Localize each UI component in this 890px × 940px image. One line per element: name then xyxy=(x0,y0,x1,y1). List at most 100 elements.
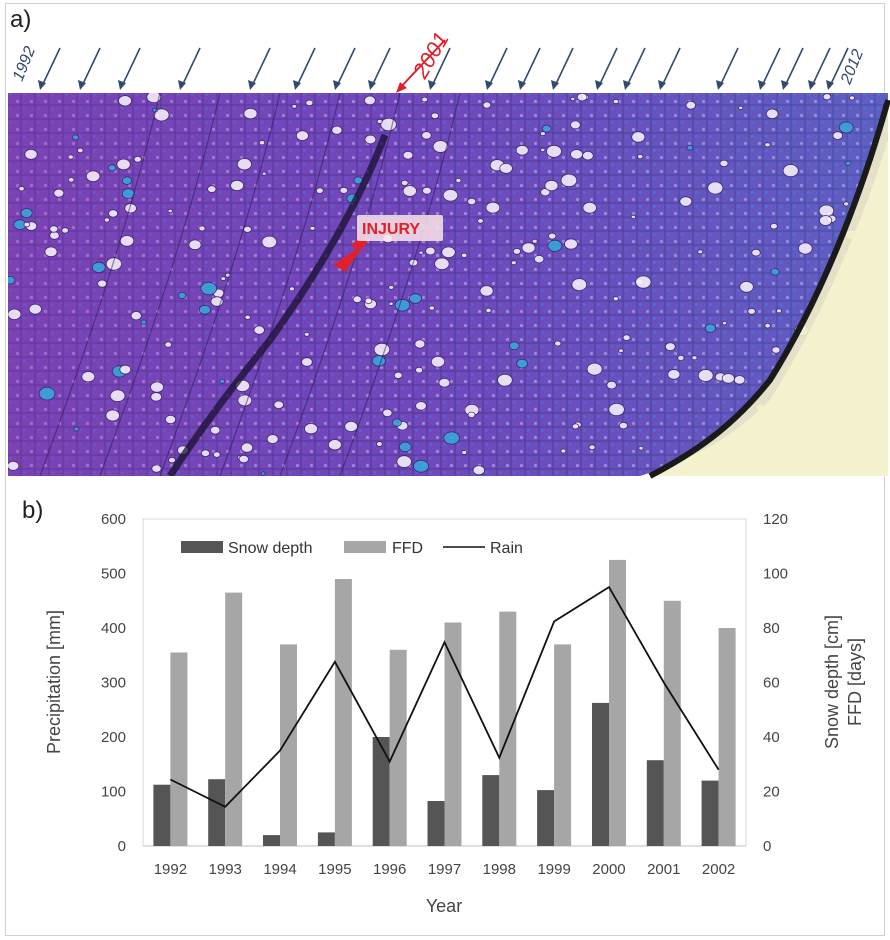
vessel xyxy=(608,402,625,417)
vessel xyxy=(849,95,856,101)
bar-ffd xyxy=(499,611,517,846)
vessel xyxy=(38,386,56,401)
vessel xyxy=(738,105,744,110)
left-axis-title: Precipitation [mm] xyxy=(44,610,64,754)
vessel xyxy=(497,373,513,387)
vessel xyxy=(588,444,596,451)
vessel xyxy=(73,426,80,432)
left-axis-ticks: 0 100 200 300 400 500 600 xyxy=(101,511,126,855)
vessel xyxy=(719,159,729,168)
vessel xyxy=(697,369,714,382)
left-tick-label: 500 xyxy=(101,566,126,583)
ring-boundary xyxy=(339,93,461,476)
year-arrow-icon xyxy=(368,47,391,90)
vessel xyxy=(560,173,578,188)
bar-ffd xyxy=(444,622,462,846)
right-tick-label: 20 xyxy=(763,784,780,801)
vessel xyxy=(394,298,411,312)
vessel xyxy=(116,158,131,171)
bar-snow-depth xyxy=(317,832,335,846)
x-tick-label: 2001 xyxy=(647,861,680,878)
vessel xyxy=(667,369,681,380)
bar-snow-depth xyxy=(592,702,609,846)
x-tick-label: 1998 xyxy=(483,861,516,878)
vessel xyxy=(677,354,685,361)
right-tick-label: 60 xyxy=(763,675,780,692)
vessel xyxy=(533,254,545,264)
year-arrow-icon xyxy=(248,47,271,90)
x-tick-label: 1994 xyxy=(263,861,296,878)
vessel xyxy=(288,286,295,292)
vessel xyxy=(586,362,603,376)
vessel xyxy=(764,323,771,329)
vessel xyxy=(531,238,538,244)
right-tick-label: 120 xyxy=(763,511,788,528)
vessel xyxy=(516,358,528,369)
year-arrow-icon xyxy=(826,47,849,90)
right-tick-label: 80 xyxy=(763,620,780,637)
right-tick-label: 40 xyxy=(763,729,780,746)
vessel xyxy=(24,148,38,160)
vessel xyxy=(631,131,646,143)
vessel xyxy=(327,439,342,451)
vessel xyxy=(461,450,468,455)
vessel xyxy=(168,457,176,464)
vessel xyxy=(8,308,22,321)
vessel xyxy=(103,217,110,223)
legend-label-ffd: FFD xyxy=(392,540,423,557)
vessel xyxy=(261,171,267,176)
vessel xyxy=(77,147,84,154)
vessel xyxy=(266,434,279,445)
right-tick-label: 100 xyxy=(763,566,788,583)
vessel xyxy=(376,118,383,124)
vessel xyxy=(541,124,552,133)
year-arrow-icon xyxy=(623,47,646,90)
vessel xyxy=(582,150,594,161)
vessel xyxy=(546,144,562,158)
vessel xyxy=(770,222,778,230)
vessel xyxy=(121,176,133,185)
vessel xyxy=(408,293,422,304)
vessel xyxy=(540,147,546,152)
vessel xyxy=(512,247,522,255)
right-axis-title-line2: FFD [days] xyxy=(845,638,865,726)
x-tick-label: 1992 xyxy=(154,861,187,878)
vessel xyxy=(400,179,409,186)
vessel xyxy=(818,215,833,226)
vessel xyxy=(547,239,563,252)
vessel xyxy=(751,248,761,257)
vessel xyxy=(177,291,187,299)
left-tick-label: 600 xyxy=(101,511,126,528)
vessel xyxy=(188,239,202,251)
vessel xyxy=(771,346,781,354)
vessel xyxy=(467,411,476,419)
vessel xyxy=(832,131,843,140)
vessel xyxy=(618,421,628,430)
bar-ffd xyxy=(609,559,626,846)
ring-boundary xyxy=(279,93,401,476)
vessel xyxy=(238,454,249,464)
vessel xyxy=(482,101,492,109)
vessel xyxy=(243,225,252,233)
vessel xyxy=(679,196,693,207)
vessel xyxy=(301,357,313,367)
vessel xyxy=(97,279,107,288)
panel-b-label: b) xyxy=(22,497,43,524)
vessel xyxy=(200,281,218,296)
vessel xyxy=(415,401,427,411)
vessel xyxy=(85,170,101,183)
vessel xyxy=(764,142,771,148)
bar-ffd xyxy=(663,600,681,847)
vessel xyxy=(421,131,432,140)
vessel xyxy=(291,104,298,109)
vessel xyxy=(422,186,432,195)
vessel xyxy=(618,348,624,354)
vessel xyxy=(273,400,284,409)
bar-snow-depth xyxy=(153,784,171,846)
vessel xyxy=(209,425,221,435)
vessel xyxy=(105,409,120,422)
vessel xyxy=(380,117,397,132)
injury-callout: INJURY xyxy=(333,215,443,274)
vessel xyxy=(388,284,395,290)
